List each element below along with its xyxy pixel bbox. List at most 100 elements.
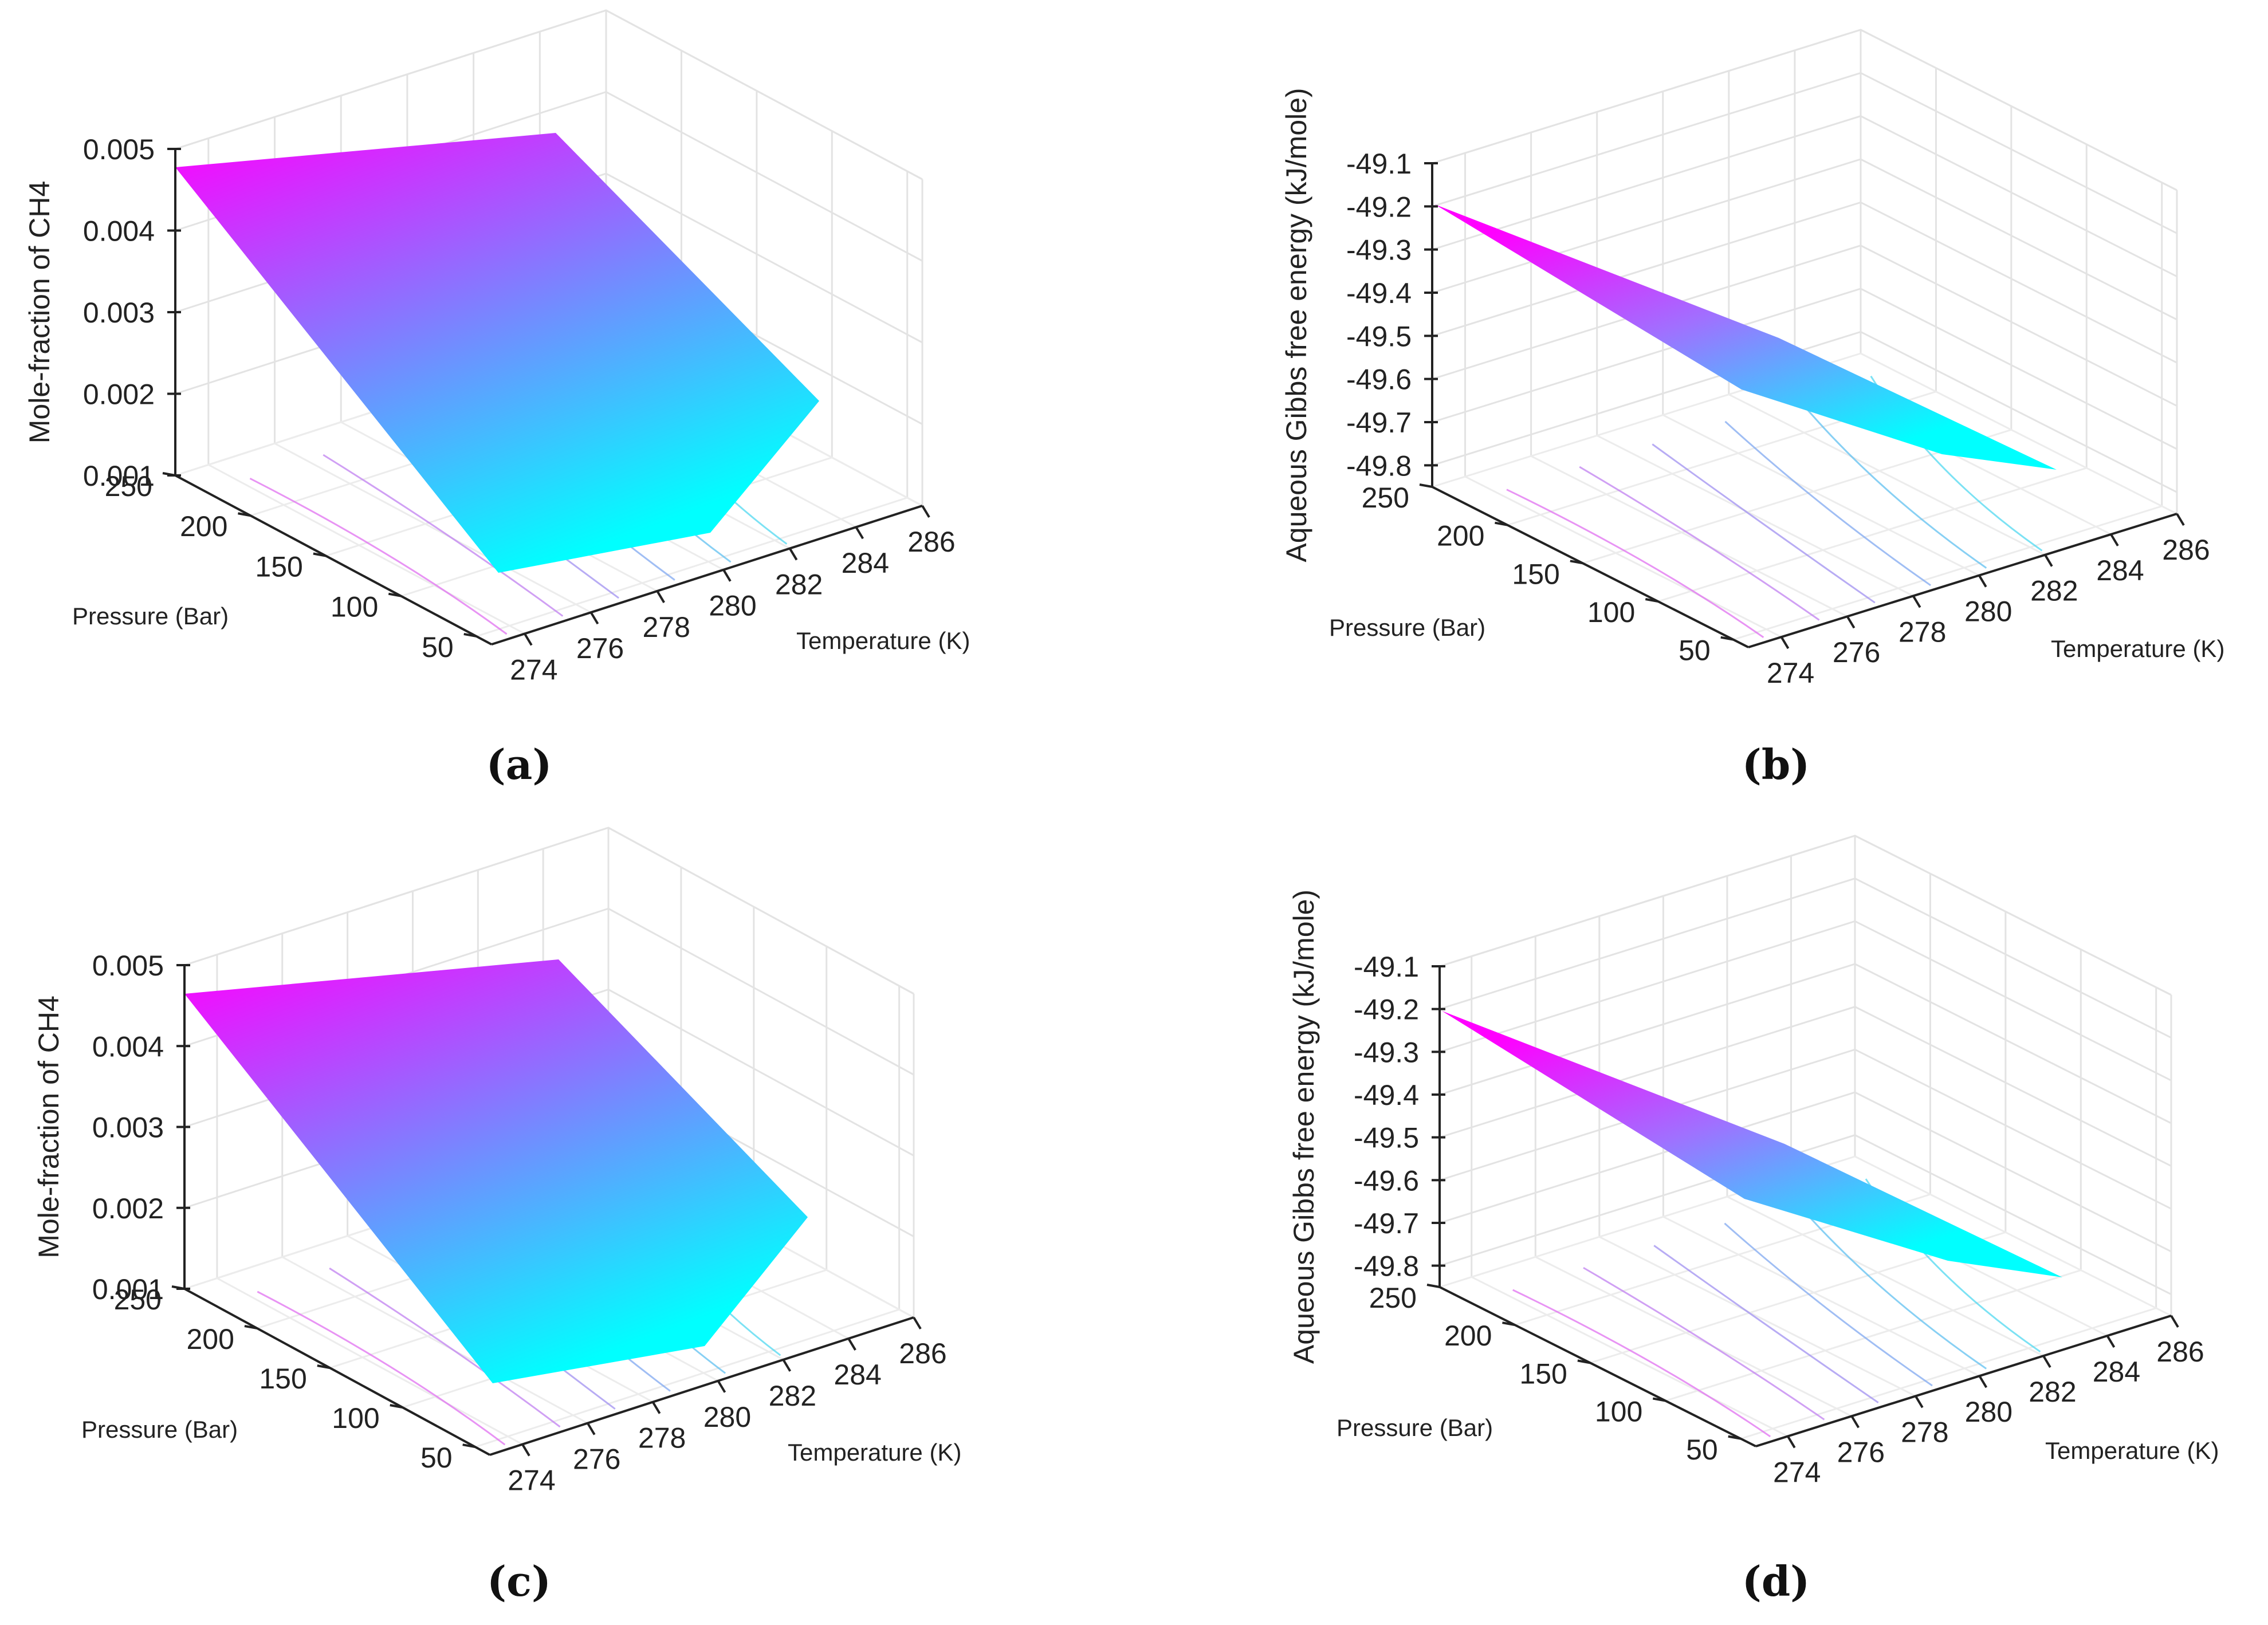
temperature-tick	[2170, 1315, 2179, 1328]
grid-line	[1432, 245, 2177, 407]
pressure-tick	[388, 592, 402, 597]
z-tick-label: 0.005	[92, 950, 164, 982]
temperature-tick-label: 286	[2156, 1336, 2204, 1368]
temperature-tick-label: 286	[2162, 534, 2210, 566]
temperature-tick	[656, 590, 665, 603]
z-tick-label: -49.6	[1346, 364, 1412, 396]
pressure-tick	[1645, 598, 1658, 603]
contour-line	[1653, 1245, 1879, 1403]
pressure-tick-label: 100	[1587, 596, 1635, 628]
temperature-tick	[855, 526, 864, 540]
grid-line	[1439, 835, 2172, 996]
grid-line	[1599, 1236, 1916, 1397]
z-tick-label: -49.5	[1346, 320, 1412, 352]
temperature-tick	[1846, 616, 1856, 629]
axes	[1438, 966, 2172, 1447]
temperature-tick-label: 280	[1964, 596, 2012, 628]
pressure-tick	[313, 552, 327, 557]
pressure-tick-label: 250	[105, 470, 152, 502]
grid-line	[217, 1277, 523, 1445]
pressure-tick	[1570, 560, 1583, 565]
pressure-tick-label: 50	[1679, 635, 1711, 667]
caption-b: (b)	[1742, 740, 1810, 789]
temperature-tick-label: 286	[907, 526, 955, 558]
temperature-axis-title: Temperature (K)	[2051, 635, 2224, 662]
temperature-tick-label: 280	[703, 1401, 751, 1433]
temperature-tick-label: 274	[510, 654, 557, 686]
grid-line	[1432, 115, 2177, 278]
pressure-tick	[462, 1443, 475, 1449]
temperature-tick	[587, 1422, 596, 1435]
grid-line	[1432, 330, 2177, 493]
pressure-tick	[1720, 636, 1734, 641]
temperature-tick	[722, 569, 732, 582]
pressure-tick	[162, 472, 176, 477]
temperature-axis-title: Temperature (K)	[2045, 1437, 2219, 1464]
z-tick-label: -49.3	[1354, 1036, 1419, 1068]
caption-c: (c)	[487, 1557, 551, 1606]
pressure-tick-label: 150	[1512, 558, 1559, 590]
temperature-tick	[2106, 1335, 2116, 1348]
data-surface	[184, 959, 808, 1383]
pressure-tick-label: 100	[1595, 1396, 1642, 1428]
z-tick-label: -49.7	[1346, 407, 1412, 439]
grid-line	[1728, 394, 2046, 556]
pressure-tick	[1426, 1284, 1440, 1288]
temperature-axis-line	[1748, 513, 2177, 648]
grid-line	[282, 1256, 588, 1424]
z-tick-label: -49.2	[1354, 994, 1419, 1026]
grid-line	[1439, 878, 2172, 1039]
grid-line	[1665, 1269, 2081, 1402]
pressure-tick	[171, 1285, 185, 1290]
pressure-tick-label: 50	[1686, 1434, 1718, 1466]
contour-line	[329, 1267, 561, 1428]
grid-line	[1439, 1134, 2172, 1296]
z-tick-label: -49.1	[1354, 951, 1419, 983]
z-tick-label: -49.7	[1354, 1207, 1419, 1240]
z-tick-label: 0.003	[92, 1112, 164, 1144]
pressure-tick-label: 250	[1369, 1282, 1417, 1314]
temperature-tick	[2044, 554, 2053, 567]
z-tick-label: -49.5	[1354, 1122, 1419, 1154]
z-tick-label: 0.003	[83, 297, 155, 329]
axes	[1431, 163, 2177, 648]
grid-line	[475, 1308, 900, 1448]
grid-line	[1432, 29, 2177, 191]
grid-line	[208, 464, 525, 635]
temperature-tick-label: 282	[775, 568, 823, 600]
chart-panel-d: -49.1 -49.2 -49.3 -49.4 -49.5 -49.6 -49.7 -49.8…	[1288, 835, 2219, 1488]
contour-line	[249, 477, 508, 635]
temperature-tick-label: 280	[1965, 1396, 2012, 1428]
temperature-tick	[1787, 1435, 1796, 1449]
temperature-tick	[521, 1443, 530, 1457]
chart-panel-b: -49.1 -49.2 -49.3 -49.4 -49.5 -49.6 -49.7 -49.8…	[1280, 29, 2224, 689]
grid-line	[184, 827, 914, 995]
contour-line	[323, 454, 564, 617]
temperature-axis-line	[1755, 1315, 2172, 1447]
pressure-tick	[390, 1404, 403, 1409]
floor-contours	[1512, 1178, 2041, 1438]
z-tick-label: 0.005	[83, 133, 155, 166]
temperature-tick	[782, 1359, 792, 1372]
contour-line	[257, 1290, 506, 1446]
pressure-tick-label: 150	[255, 550, 302, 583]
temperature-tick-label: 276	[1837, 1436, 1885, 1468]
temperature-tick	[2110, 533, 2119, 546]
grid-line	[1432, 288, 2177, 450]
pressure-tick-label: 250	[1362, 482, 1409, 514]
temperature-tick	[913, 1316, 922, 1330]
grid-line	[1464, 475, 1782, 638]
temperature-tick-label: 278	[1898, 616, 1946, 648]
temperature-tick-label: 278	[1901, 1416, 1948, 1448]
z-tick-label: -49.4	[1346, 277, 1412, 309]
temperature-tick-label: 284	[842, 547, 889, 579]
pressure-tick	[1577, 1359, 1591, 1364]
grid-line	[1597, 435, 1914, 597]
z-tick-label: 0.001	[92, 1273, 164, 1305]
caption-d: (d)	[1742, 1557, 1810, 1606]
contour-line	[1583, 1266, 1825, 1421]
data-surface	[1435, 204, 2057, 470]
temperature-tick	[1780, 636, 1790, 650]
grid-line	[1439, 1048, 2172, 1210]
